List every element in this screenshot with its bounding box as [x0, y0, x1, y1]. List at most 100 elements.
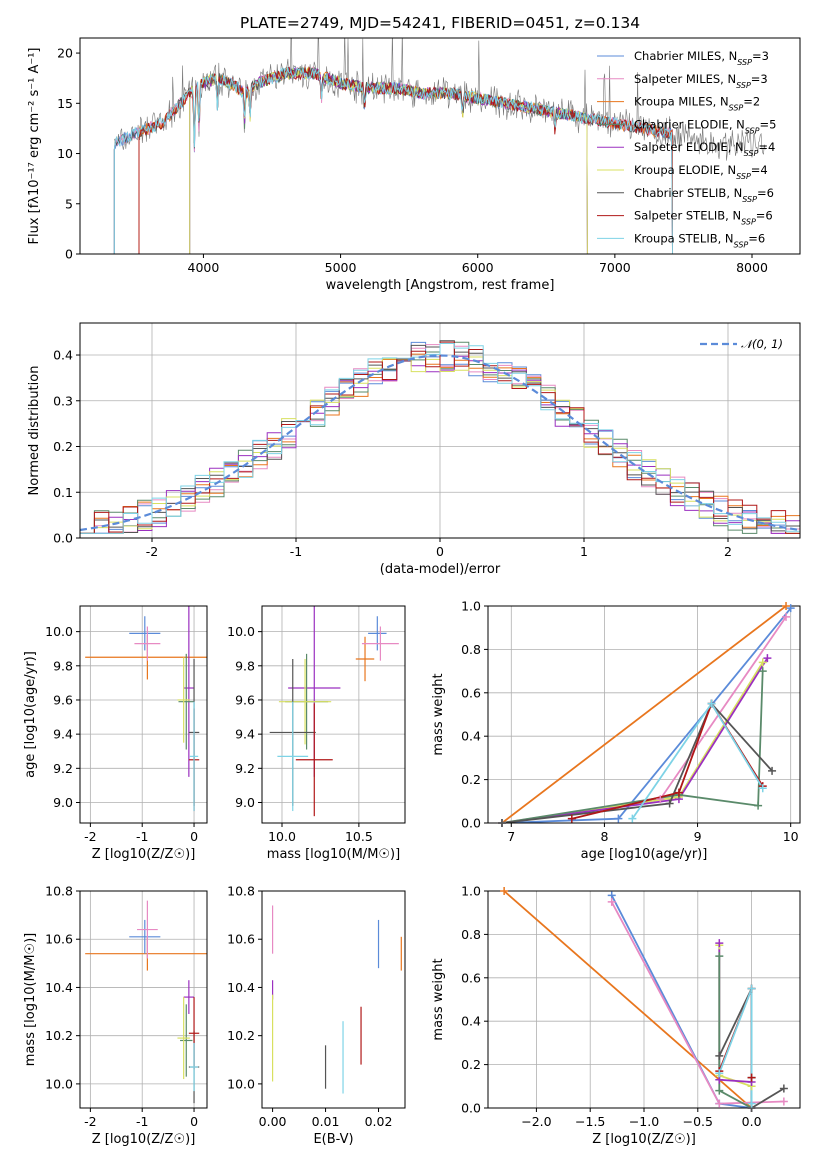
x-tick-label: 1 [580, 544, 588, 559]
x-tick-label: 7 [507, 829, 515, 844]
panel-mass-weight-vs-Z: −2.0 −1.5 −1.0 −0.5 0.0 0.0 0.2 0.4 0.6 0.8 1.0 Z [… [431, 884, 801, 1147]
plot-area [501, 606, 792, 823]
x-tick-label: 0.01 [312, 1114, 340, 1129]
y-tick-label: 20 [57, 46, 73, 61]
y-tick-label: 10 [57, 146, 73, 161]
x-tick-label: −2.0 [521, 1114, 551, 1129]
weight-line [501, 616, 787, 823]
legend-entry: Chabrier ELODIE, NSSP=5 [634, 117, 776, 135]
legend-entry: Kroupa MILES, NSSP=2 [634, 95, 760, 113]
weight-marker [779, 1084, 788, 1093]
weight-marker [782, 602, 791, 610]
y-tick-label: 0.1 [53, 485, 73, 500]
chart-title: PLATE=2749, MJD=54241, FIBERID=0451, z=0… [240, 14, 640, 32]
y-tick-label: 9.0 [53, 795, 73, 810]
x-axis-label: (data-model)/error [380, 562, 501, 577]
weight-marker [628, 814, 637, 823]
plot-area [269, 606, 399, 817]
y-tick-label: 10.0 [227, 624, 255, 639]
model-spectrum-line [138, 65, 673, 254]
y-tick-label: 0.0 [461, 1101, 481, 1116]
y-tick-label: 9.6 [53, 692, 73, 707]
y-tick-label: 0.4 [461, 729, 481, 744]
x-tick-label: -1 [136, 1114, 148, 1129]
weight-marker [665, 799, 674, 808]
panel-age-vs-Z: -2 -1 0 9.0 9.2 9.4 9.6 9.8 10.0 Z [log10(Z/Z☉)] a… [23, 605, 208, 862]
legend-entry: 𝒩(0, 1) [741, 337, 783, 351]
y-axis-label: age [log10(age/yr)] [23, 651, 38, 778]
x-axis-label: Z [log10(Z/Z☉)] [92, 847, 196, 862]
x-axis-label: Z [log10(Z/Z☉)] [592, 1132, 696, 1147]
x-tick-label: 10 [783, 829, 799, 844]
legend-entry: Kroupa ELODIE, NSSP=4 [634, 163, 768, 181]
weight-line [501, 661, 764, 823]
y-tick-label: 0.8 [461, 927, 481, 942]
weight-marker [614, 814, 623, 823]
y-tick-label: 0.8 [461, 642, 481, 657]
x-tick-label: 0 [436, 544, 444, 559]
x-tick-label: 0.02 [365, 1114, 393, 1129]
y-tick-label: 0.4 [53, 348, 73, 363]
x-tick-label: 0 [190, 1114, 198, 1129]
x-tick-label: 2 [724, 544, 732, 559]
weight-marker [715, 952, 724, 961]
panel-residuals: -2 -1 0 1 2 0.0 0.1 0.2 0.3 0.4 (data-model)/error… [27, 322, 801, 577]
y-tick-label: 0.4 [461, 1014, 481, 1029]
weight-marker [763, 654, 772, 663]
weight-line [501, 671, 764, 823]
y-tick-label: 10.6 [45, 932, 73, 947]
y-tick-label: 9.0 [235, 795, 255, 810]
y-tick-label: 0.6 [461, 685, 481, 700]
legend-entry: Salpeter MILES, NSSP=3 [634, 72, 768, 90]
x-tick-label: 8 [600, 829, 608, 844]
x-tick-label: -1 [290, 544, 302, 559]
x-tick-label: −1.5 [575, 1114, 605, 1129]
plot-area [85, 900, 207, 1104]
y-tick-label: 10.6 [227, 932, 255, 947]
weight-line [501, 701, 773, 823]
weight-marker [607, 897, 616, 906]
y-tick-label: 9.4 [53, 727, 73, 742]
y-tick-label: 10.2 [45, 1028, 73, 1043]
y-tick-label: 5 [65, 196, 73, 211]
weight-line [610, 894, 752, 1108]
legend-entry: Chabrier MILES, NSSP=3 [634, 49, 769, 67]
plot-area [80, 340, 800, 534]
y-tick-label: 0.2 [461, 772, 481, 787]
weight-marker [758, 784, 767, 793]
x-axis-label: age [log10(age/yr)] [581, 847, 708, 862]
histogram-step [80, 343, 800, 534]
y-tick-label: 10.8 [227, 884, 255, 899]
weight-marker [715, 1099, 724, 1108]
x-axis-label: E(B-V) [313, 1132, 353, 1147]
x-axis-label: mass [log10(M/M☉)] [267, 847, 400, 862]
panel-age-vs-mass: 10.0 10.5 9.0 9.2 9.4 9.6 9.8 10.0 mass [log10(M… [227, 605, 406, 862]
y-tick-label: 0.2 [53, 439, 73, 454]
x-tick-label: 10.0 [268, 829, 296, 844]
y-tick-label: 10.4 [227, 980, 255, 995]
axes-frame [261, 890, 406, 1109]
y-axis-label: mass weight [431, 958, 446, 1040]
axes-frame [79, 890, 208, 1109]
y-tick-label: 9.6 [235, 692, 255, 707]
x-tick-label: 7000 [599, 260, 631, 275]
panel-mass-vs-EBV: 0.00 0.01 0.02 10.0 10.2 10.4 10.6 10.8 E(B-V) [227, 884, 406, 1147]
y-tick-label: 10.0 [227, 1076, 255, 1091]
y-tick-label: 0.0 [53, 531, 73, 546]
axes-frame [487, 605, 801, 824]
weight-marker [715, 1069, 724, 1078]
y-axis-label: mass weight [431, 673, 446, 755]
y-tick-label: 9.2 [53, 761, 73, 776]
legend-entry: Salpeter STELIB, NSSP=6 [634, 209, 773, 227]
y-tick-label: 1.0 [461, 599, 481, 614]
weight-marker [707, 699, 716, 708]
y-tick-label: 0.6 [461, 970, 481, 985]
weight-marker [715, 1086, 724, 1095]
y-tick-label: 9.2 [235, 761, 255, 776]
x-tick-label: 0.0 [742, 1114, 762, 1129]
legend-entry: Chabrier STELIB, NSSP=6 [634, 186, 774, 204]
y-tick-label: 0.3 [53, 393, 73, 408]
y-axis-label: mass [log10(M/M☉)] [23, 933, 38, 1066]
y-tick-label: 1.0 [461, 884, 481, 899]
